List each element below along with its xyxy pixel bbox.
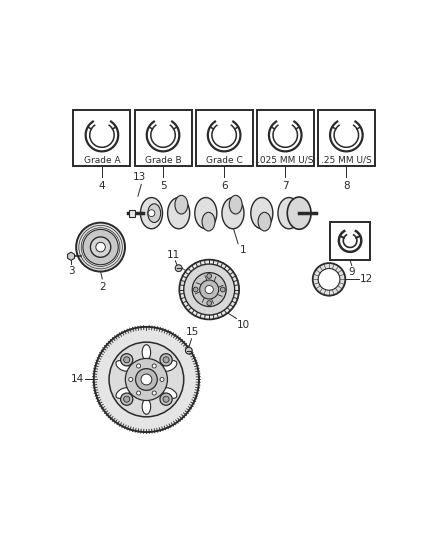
Text: 2: 2 <box>99 282 106 292</box>
Circle shape <box>318 269 340 290</box>
Ellipse shape <box>163 388 177 398</box>
Text: 8: 8 <box>343 181 350 191</box>
Circle shape <box>192 272 226 306</box>
Text: 12: 12 <box>360 274 374 284</box>
Ellipse shape <box>175 195 188 214</box>
Ellipse shape <box>163 361 177 371</box>
Circle shape <box>109 342 184 417</box>
Circle shape <box>141 374 152 385</box>
Text: 4: 4 <box>99 181 105 191</box>
Ellipse shape <box>141 198 162 229</box>
Circle shape <box>129 377 133 382</box>
Polygon shape <box>67 252 74 260</box>
Circle shape <box>185 347 192 354</box>
Circle shape <box>120 393 133 405</box>
Text: .25 MM U/S: .25 MM U/S <box>321 156 372 165</box>
Circle shape <box>135 369 157 390</box>
Circle shape <box>193 287 198 292</box>
Bar <box>318 110 375 166</box>
Circle shape <box>207 301 212 305</box>
Text: 1: 1 <box>240 245 247 255</box>
Circle shape <box>313 263 345 296</box>
Ellipse shape <box>148 204 161 222</box>
Circle shape <box>120 354 133 366</box>
Circle shape <box>137 391 141 395</box>
Ellipse shape <box>258 212 271 231</box>
Bar <box>134 110 191 166</box>
Circle shape <box>220 287 225 292</box>
Circle shape <box>94 327 199 432</box>
Circle shape <box>76 223 125 271</box>
Text: .025 MM U/S: .025 MM U/S <box>257 156 314 165</box>
Circle shape <box>163 396 169 402</box>
Ellipse shape <box>142 345 151 360</box>
Ellipse shape <box>229 195 242 214</box>
Circle shape <box>152 391 156 395</box>
Circle shape <box>163 357 169 363</box>
Circle shape <box>124 396 130 402</box>
Circle shape <box>160 393 172 405</box>
Circle shape <box>207 273 212 278</box>
Text: 3: 3 <box>68 266 74 277</box>
Text: 6: 6 <box>221 181 227 191</box>
Bar <box>74 110 131 166</box>
Text: 13: 13 <box>133 172 146 182</box>
Circle shape <box>125 358 167 400</box>
Text: 5: 5 <box>160 181 166 191</box>
Ellipse shape <box>142 399 151 414</box>
Circle shape <box>160 354 172 366</box>
Circle shape <box>286 210 293 216</box>
Circle shape <box>124 357 130 363</box>
Ellipse shape <box>278 198 300 229</box>
Ellipse shape <box>222 198 244 229</box>
Ellipse shape <box>116 388 130 398</box>
Text: 9: 9 <box>349 267 355 277</box>
Text: 11: 11 <box>167 249 180 260</box>
Circle shape <box>152 364 156 368</box>
Ellipse shape <box>195 198 217 229</box>
Bar <box>330 222 370 260</box>
Circle shape <box>160 377 164 382</box>
Circle shape <box>96 243 105 252</box>
Circle shape <box>200 280 219 299</box>
Bar <box>257 110 314 166</box>
Text: Grade C: Grade C <box>206 156 243 165</box>
Circle shape <box>137 364 141 368</box>
Ellipse shape <box>168 198 190 229</box>
Text: 10: 10 <box>237 320 250 330</box>
Ellipse shape <box>251 198 273 229</box>
Text: 14: 14 <box>71 375 84 384</box>
Text: 15: 15 <box>186 327 200 337</box>
Circle shape <box>90 237 111 257</box>
Circle shape <box>179 260 239 319</box>
Text: Grade B: Grade B <box>145 156 181 165</box>
Bar <box>196 110 253 166</box>
Bar <box>129 210 135 216</box>
Circle shape <box>83 229 118 265</box>
Text: 7: 7 <box>282 181 289 191</box>
Text: Grade A: Grade A <box>84 156 120 165</box>
Circle shape <box>184 264 235 315</box>
Circle shape <box>175 265 182 271</box>
Circle shape <box>205 286 213 294</box>
Circle shape <box>148 210 155 216</box>
Ellipse shape <box>287 197 311 229</box>
Ellipse shape <box>116 361 130 371</box>
Ellipse shape <box>202 212 215 231</box>
